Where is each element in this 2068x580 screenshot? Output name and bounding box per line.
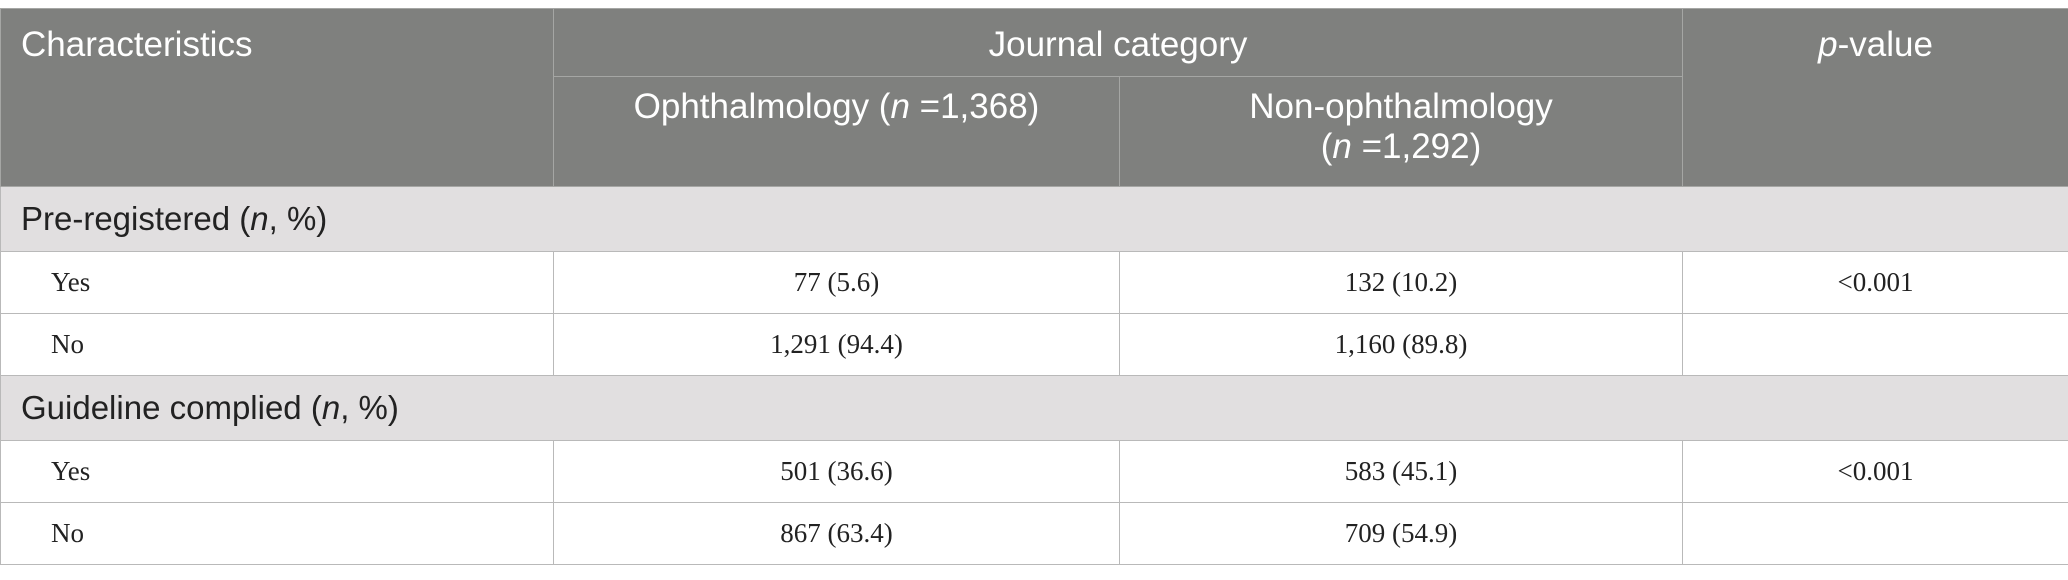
non-ophthalmology-value: 583 (45.1) [1118,440,1684,503]
p-value: <0.001 [1682,251,2068,314]
header-ophthalmology: Ophthalmology (n =1,368) [553,76,1120,187]
header-characteristics: Characteristics [0,8,554,187]
table-row: No 1,291 (94.4) 1,160 (89.8) [0,313,2068,376]
non-ophthalmology-value: 1,160 (89.8) [1118,313,1684,376]
ophthalmology-value: 77 (5.6) [553,251,1120,314]
section-title: Guideline complied (n, %) [0,375,2068,441]
header-non-ophthalmology: Non-ophthalmology (n =1,292) [1118,76,1684,187]
section-row-pre-registered: Pre-registered (n, %) [0,186,2068,252]
p-value [1682,313,2068,376]
row-label: No [0,313,554,376]
row-label: Yes [0,251,554,314]
non-ophthalmology-value: 132 (10.2) [1118,251,1684,314]
ophthalmology-value: 1,291 (94.4) [553,313,1120,376]
table-row: Yes 77 (5.6) 132 (10.2) <0.001 [0,251,2068,314]
header-p-value: p-value [1682,8,2068,187]
section-title: Pre-registered (n, %) [0,186,2068,252]
non-ophthalmology-value: 709 (54.9) [1118,502,1684,565]
ophthalmology-value: 501 (36.6) [553,440,1120,503]
results-table: Characteristics Journal category p-value… [0,8,2068,565]
row-label: No [0,502,554,565]
table-row: No 867 (63.4) 709 (54.9) [0,502,2068,565]
row-label: Yes [0,440,554,503]
header-journal-category: Journal category [552,8,1684,77]
ophthalmology-value: 867 (63.4) [553,502,1120,565]
table-row: Yes 501 (36.6) 583 (45.1) <0.001 [0,440,2068,503]
p-value: <0.001 [1682,440,2068,503]
section-row-guideline-complied: Guideline complied (n, %) [0,375,2068,441]
p-value [1682,502,2068,565]
